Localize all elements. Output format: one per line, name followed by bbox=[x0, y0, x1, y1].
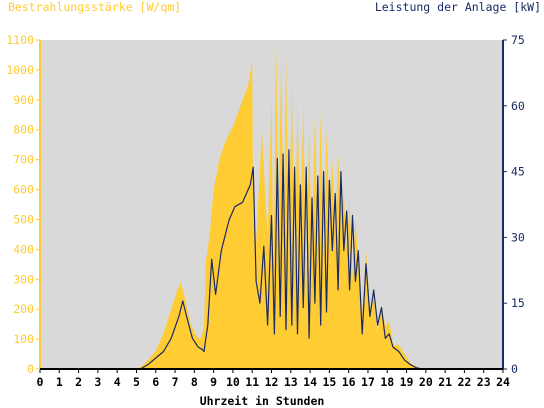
irradiance-area-series bbox=[40, 43, 503, 369]
left-tick-label: 400 bbox=[13, 242, 34, 256]
x-tick-label: 14 bbox=[303, 375, 317, 389]
x-tick-label: 24 bbox=[496, 375, 510, 389]
x-tick-label: 7 bbox=[172, 375, 179, 389]
x-tick-label: 8 bbox=[191, 375, 198, 389]
right-tick-label: 30 bbox=[511, 230, 525, 244]
x-tick-label: 5 bbox=[133, 375, 140, 389]
tick-label-layer: 0 1 2 3 4 5 6 7 8 9 10 11 12 13 14 15 16 17 18 19 20 21 22 23 24… bbox=[6, 33, 525, 389]
right-tick-label: 60 bbox=[511, 99, 525, 113]
left-tick-label: 800 bbox=[13, 123, 34, 137]
x-tick-label: 12 bbox=[265, 375, 279, 389]
x-tick-label: 2 bbox=[75, 375, 82, 389]
power-line-series bbox=[40, 149, 503, 370]
x-axis-title: Uhrzeit in Stunden bbox=[200, 394, 325, 408]
x-tick-label: 15 bbox=[322, 375, 336, 389]
axis-layer bbox=[36, 39, 507, 373]
x-tick-label: 9 bbox=[210, 375, 217, 389]
x-tick-label: 6 bbox=[152, 375, 159, 389]
x-tick-label: 20 bbox=[419, 375, 433, 389]
x-tick-label: 0 bbox=[37, 375, 44, 389]
x-tick-label: 18 bbox=[380, 375, 394, 389]
x-tick-label: 22 bbox=[457, 375, 471, 389]
right-tick-label: 75 bbox=[511, 33, 525, 47]
left-tick-label: 0 bbox=[27, 362, 34, 376]
left-tick-label: 200 bbox=[13, 302, 34, 316]
x-tick-label: 21 bbox=[438, 375, 452, 389]
x-tick-label: 3 bbox=[94, 375, 101, 389]
right-tick-label: 15 bbox=[511, 296, 525, 310]
left-tick-label: 300 bbox=[13, 272, 34, 286]
x-tick-label: 10 bbox=[226, 375, 240, 389]
x-tick-label: 19 bbox=[400, 375, 414, 389]
left-axis-title: Bestrahlungsstärke [W/qm] bbox=[8, 0, 181, 14]
left-tick-label: 700 bbox=[13, 153, 34, 167]
left-tick-label: 100 bbox=[13, 332, 34, 346]
right-axis-title: Leistung der Anlage [kW] bbox=[375, 0, 541, 14]
series-layer bbox=[40, 43, 503, 370]
x-tick-label: 1 bbox=[56, 375, 63, 389]
left-tick-label: 500 bbox=[13, 212, 34, 226]
left-tick-label: 600 bbox=[13, 183, 34, 197]
x-tick-label: 13 bbox=[284, 375, 298, 389]
right-tick-label: 0 bbox=[511, 362, 518, 376]
left-tick-label: 900 bbox=[13, 93, 34, 107]
left-tick-label: 1100 bbox=[6, 33, 34, 47]
left-tick-label: 1000 bbox=[6, 63, 34, 77]
right-tick-label: 45 bbox=[511, 165, 525, 179]
x-tick-label: 4 bbox=[114, 375, 121, 389]
x-tick-label: 17 bbox=[361, 375, 375, 389]
x-tick-label: 23 bbox=[477, 375, 491, 389]
x-tick-label: 16 bbox=[342, 375, 356, 389]
x-tick-label: 11 bbox=[245, 375, 259, 389]
